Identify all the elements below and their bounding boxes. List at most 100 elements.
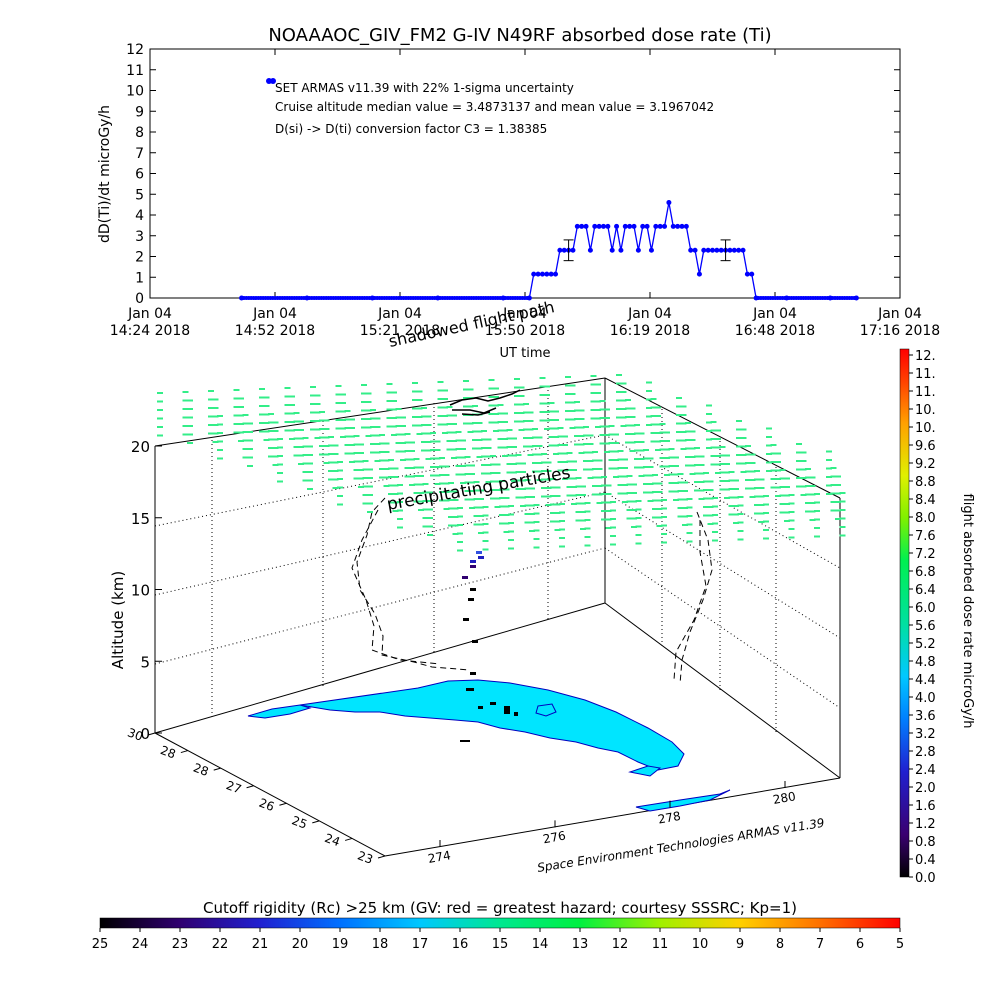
particle-marker	[610, 543, 616, 546]
particle-marker	[784, 486, 790, 488]
particle-marker	[386, 408, 393, 411]
series-point	[587, 247, 593, 253]
particle-marker	[673, 473, 679, 476]
rigidity-colorbar-tick-label: 20	[292, 937, 309, 952]
particle-marker	[643, 474, 649, 477]
particle-marker	[545, 461, 552, 464]
particle-marker	[676, 405, 682, 408]
particle-marker	[638, 458, 645, 460]
particle-marker	[482, 514, 489, 517]
particle-marker	[604, 434, 610, 436]
particle-marker	[682, 490, 688, 492]
particle-marker	[217, 415, 223, 417]
particle-marker	[460, 456, 466, 459]
particle-marker	[590, 375, 597, 377]
particle-marker	[238, 440, 244, 442]
particle-marker	[518, 420, 525, 423]
particle-marker	[358, 460, 364, 463]
particle-marker	[319, 453, 325, 456]
particle-marker	[392, 476, 399, 478]
particle-marker	[616, 399, 622, 402]
series-point	[731, 247, 737, 253]
series-point	[753, 295, 759, 301]
legend: SET ARMAS v11.39 with 22% 1-sigma uncert…	[266, 78, 714, 136]
particle-marker	[272, 455, 279, 458]
particle-marker	[358, 477, 364, 480]
particle-marker	[754, 478, 760, 481]
particle-marker	[481, 472, 487, 475]
particle-marker	[784, 520, 790, 522]
particle-marker	[467, 397, 474, 399]
particle-marker	[643, 466, 649, 468]
particle-marker	[422, 517, 429, 519]
particle-marker	[293, 454, 300, 457]
particle-marker	[421, 424, 427, 426]
particle-marker	[626, 475, 633, 477]
particle-marker	[508, 530, 514, 533]
particle-marker	[710, 429, 717, 432]
particle-marker	[635, 534, 642, 536]
particle-marker	[595, 409, 601, 411]
particle-marker	[635, 525, 642, 528]
particle-marker	[574, 435, 580, 437]
particle-marker	[289, 395, 295, 398]
particle-marker	[553, 444, 559, 447]
particle-marker	[520, 496, 526, 499]
longitude-tick-label: 274	[427, 848, 452, 866]
rigidity-colorbar-tick-label: 24	[132, 937, 149, 952]
longitude-tick-label: 278	[657, 809, 682, 827]
particle-marker	[307, 454, 313, 456]
particle-marker	[277, 455, 283, 457]
particle-marker	[404, 458, 411, 461]
particle-marker	[388, 484, 394, 487]
series-point	[526, 295, 532, 301]
particle-marker	[374, 460, 381, 462]
particle-marker	[685, 447, 691, 450]
particle-marker	[604, 442, 610, 445]
particle-marker	[446, 440, 453, 442]
particle-marker	[715, 463, 721, 466]
particle-marker	[397, 509, 403, 512]
x-tick-label-date: Jan 04	[252, 306, 297, 322]
particle-marker	[737, 513, 744, 515]
particle-marker	[527, 454, 534, 456]
particle-marker	[340, 410, 346, 413]
rigidity-colorbar-tick-label: 21	[252, 937, 269, 952]
flight-track-point	[468, 598, 474, 601]
particle-marker	[643, 491, 649, 494]
particle-marker	[391, 417, 397, 419]
particle-marker	[646, 415, 652, 418]
particle-marker	[506, 463, 513, 465]
particle-marker	[605, 501, 612, 504]
particle-marker	[485, 438, 492, 441]
particle-marker	[518, 386, 525, 389]
particle-marker	[554, 503, 561, 506]
particle-marker	[386, 425, 393, 428]
annotation-armas: Space Environment Technologies ARMAS v11…	[536, 816, 825, 875]
particle-marker	[599, 434, 606, 436]
particle-marker	[442, 423, 448, 426]
latitude-tick-mark	[345, 837, 353, 841]
particle-marker	[344, 427, 351, 429]
rigidity-colorbar-tick-label: 14	[532, 937, 549, 952]
particle-marker	[412, 416, 418, 418]
particle-marker	[596, 476, 603, 479]
particle-marker	[446, 414, 453, 417]
particle-marker	[724, 488, 730, 491]
particle-marker	[187, 442, 193, 444]
particle-marker	[446, 448, 453, 451]
particle-marker	[613, 476, 619, 478]
particle-marker	[310, 386, 316, 388]
particle-marker	[437, 398, 444, 400]
particle-marker	[814, 493, 820, 495]
particle-marker	[469, 507, 475, 509]
particle-marker	[622, 484, 628, 486]
particle-marker	[472, 439, 478, 441]
rigidity-colorbar-ticks: 25 24 23 22 21 20 19 18 17 16 15 14 13 12 11 10 9 8 7 6 5	[92, 928, 904, 952]
rigidity-colorbar-tick-label: 11	[652, 937, 669, 952]
particle-marker	[187, 433, 193, 436]
particle-marker	[571, 469, 577, 471]
particle-marker	[539, 377, 546, 379]
particle-marker	[208, 424, 214, 426]
particle-marker	[349, 461, 355, 463]
